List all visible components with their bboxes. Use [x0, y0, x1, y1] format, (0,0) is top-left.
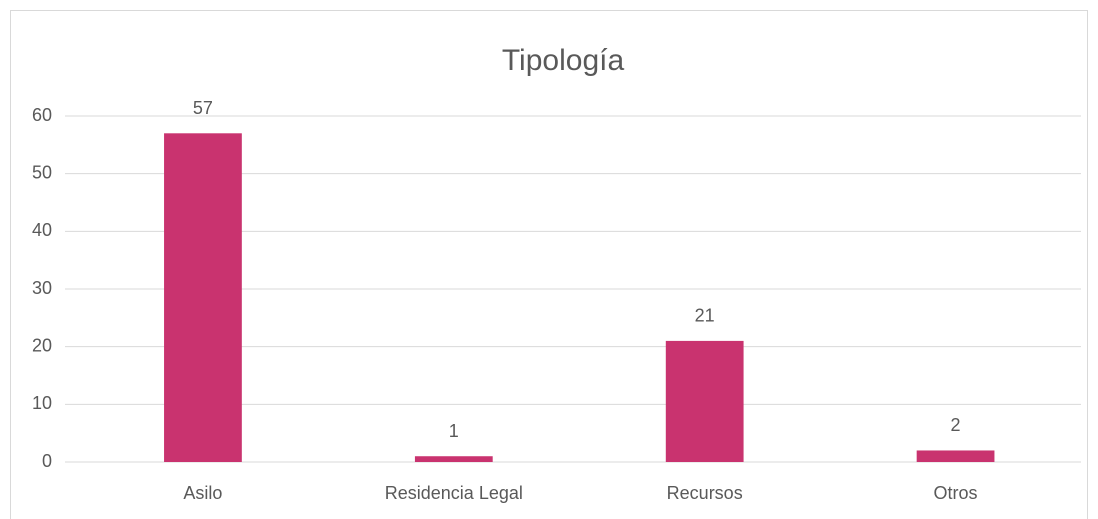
data-label: 21	[695, 306, 715, 326]
x-tick-label: Recursos	[667, 483, 743, 503]
x-tick-label: Otros	[934, 483, 978, 503]
y-tick-label: 50	[32, 162, 52, 182]
y-tick-label: 40	[32, 220, 52, 240]
x-tick-label: Asilo	[183, 483, 222, 503]
bar	[665, 340, 744, 462]
x-tick-label: Residencia Legal	[385, 483, 523, 503]
y-tick-label: 30	[32, 278, 52, 298]
y-tick-label: 60	[32, 105, 52, 125]
bar	[164, 133, 242, 463]
y-tick-label: 10	[32, 393, 52, 413]
data-label: 1	[449, 421, 459, 441]
data-label: 2	[951, 415, 961, 435]
y-tick-label: 20	[32, 335, 52, 355]
bar	[414, 456, 493, 462]
data-label: 57	[193, 98, 213, 118]
chart-title: Tipología	[502, 44, 625, 77]
y-tick-label: 0	[42, 451, 52, 471]
bar	[916, 450, 995, 462]
